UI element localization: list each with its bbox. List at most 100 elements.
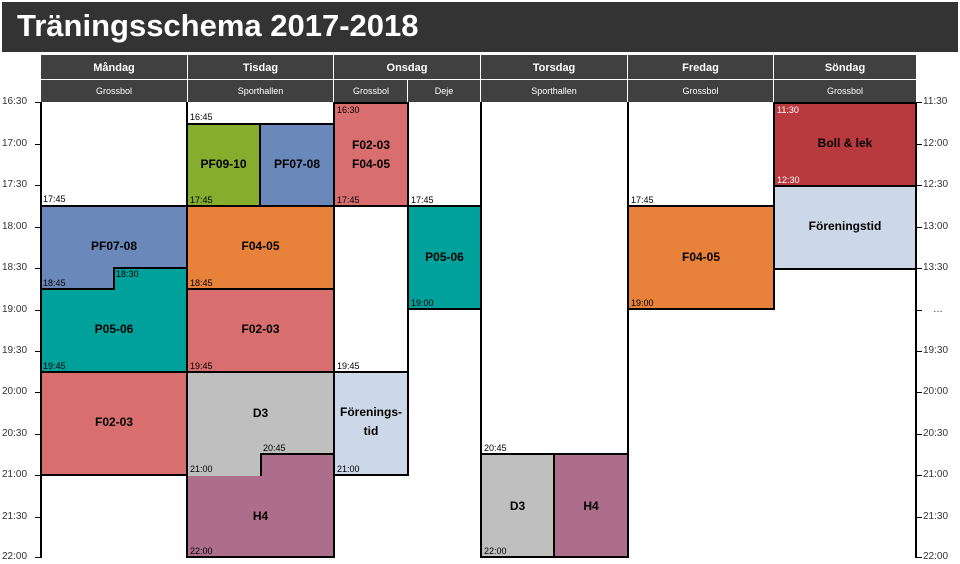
session-pf07-08-tuesday[interactable]: [259, 123, 335, 207]
right-tick: [917, 475, 922, 476]
column-divider: [627, 102, 629, 558]
day-name: Fredag: [682, 62, 719, 74]
time-stamp: 22:00: [190, 546, 213, 556]
column-divider: [480, 102, 482, 558]
session-boll-lek-sunday[interactable]: [773, 102, 917, 187]
header-monday: Måndag Grossbol: [41, 55, 187, 102]
time-label: 21:30: [2, 511, 28, 522]
left-tick: [35, 517, 40, 518]
time-stamp: 18:45: [190, 278, 213, 288]
day-name: Onsdag: [386, 62, 428, 74]
day-location: Grossbol: [826, 86, 863, 96]
header-tuesday: Tisdag Sporthallen: [188, 55, 333, 102]
session-label: PF09-10: [200, 157, 247, 171]
left-tick: [35, 392, 40, 393]
time-label: 20:30: [2, 428, 28, 439]
day-name: Söndag: [824, 62, 866, 74]
time-stamp: 21:00: [337, 464, 360, 474]
time-label: 21:00: [2, 469, 28, 480]
time-stamp: 19:45: [43, 361, 66, 371]
left-tick: [35, 185, 40, 186]
right-tick: [917, 310, 922, 311]
header-divider: [407, 80, 408, 102]
time-label: 19:30: [2, 345, 28, 356]
right-tick: [917, 227, 922, 228]
time-stamp: 20:45: [484, 443, 507, 453]
session-f02-03-tuesday[interactable]: [186, 288, 335, 373]
session-foreningstid-sunday[interactable]: [773, 185, 917, 270]
session-label: Föreningstid: [808, 219, 882, 233]
session-label: F04-05: [681, 250, 721, 264]
session-p05-06-wednesday[interactable]: [407, 205, 482, 310]
session-f04-05-friday[interactable]: [627, 205, 775, 310]
right-tick: [917, 351, 922, 352]
time-label: 22:00: [2, 551, 28, 562]
header-sunday: Söndag Grossbol: [774, 55, 916, 102]
session-foreningstid-wednesday[interactable]: [333, 371, 409, 476]
left-tick: [35, 102, 40, 103]
day-name: Måndag: [93, 62, 135, 74]
session-f02-03-monday[interactable]: [40, 371, 188, 476]
day-location-grossbol: Grossbol: [352, 86, 389, 96]
time-label: 18:30: [2, 262, 28, 273]
left-tick: [35, 310, 40, 311]
day-name: Tisdag: [242, 62, 279, 74]
left-tick: [35, 434, 40, 435]
time-stamp: 21:00: [190, 464, 213, 474]
time-label: 13:00: [923, 221, 949, 232]
day-location: Grossbol: [95, 86, 132, 96]
session-label: P05-06: [425, 250, 464, 264]
day-location: Sporthallen: [237, 86, 284, 96]
session-d3-thursday[interactable]: [480, 453, 555, 558]
right-tick: [917, 144, 922, 145]
title-bar: Träningsschema 2017-2018: [2, 2, 958, 52]
right-tick: [917, 185, 922, 186]
session-label: P05-06: [94, 322, 134, 336]
session-label: Förenings- tid: [340, 405, 402, 438]
right-tick: [917, 102, 922, 103]
time-label: 21:00: [923, 469, 949, 480]
time-label: 12:00: [923, 138, 949, 149]
time-stamp: 17:45: [43, 194, 66, 204]
left-tick: [35, 557, 40, 558]
session-label: F02-03 F04-05: [351, 138, 391, 171]
time-label: 17:30: [2, 179, 28, 190]
time-label: 11:30: [923, 96, 948, 107]
time-stamp: 11:30: [777, 105, 799, 115]
session-label: H4: [583, 499, 599, 513]
time-stamp: 22:00: [484, 546, 507, 556]
time-stamp: 17:45: [190, 195, 213, 205]
day-location: Sporthallen: [531, 86, 577, 96]
time-label: 20:00: [2, 386, 28, 397]
header-divider: [41, 79, 916, 80]
session-label: PF07-08: [273, 157, 321, 171]
time-label: 17:00: [2, 138, 28, 149]
time-label: 12:30: [923, 179, 949, 190]
time-label: 13:30: [923, 262, 949, 273]
time-stamp: 19:00: [411, 298, 434, 308]
time-label: …: [933, 304, 943, 315]
time-stamp: 18:30: [116, 269, 139, 279]
session-h4-tuesday-notch: [260, 453, 335, 476]
time-label: 20:30: [923, 428, 949, 439]
time-label: 19:00: [2, 304, 28, 315]
left-tick: [35, 227, 40, 228]
day-location: Grossbol: [682, 86, 719, 96]
session-label: F02-03: [94, 415, 134, 429]
right-axis-line: [915, 102, 917, 558]
time-stamp: 17:45: [631, 195, 654, 205]
time-stamp: 17:45: [411, 195, 434, 205]
session-p05-06-monday-notch: [113, 267, 188, 290]
time-stamp: 19:00: [631, 298, 654, 308]
session-label: PF07-08: [90, 239, 138, 253]
left-tick: [35, 475, 40, 476]
header-thursday: Torsdag Sporthallen: [481, 55, 627, 102]
time-stamp: 20:45: [263, 443, 286, 453]
session-h4-thursday[interactable]: [553, 453, 629, 558]
time-stamp: 16:45: [190, 112, 213, 122]
session-label: Boll & lek: [817, 136, 873, 150]
header-friday: Fredag Grossbol: [628, 55, 773, 102]
session-label: D3: [509, 499, 526, 513]
session-pf09-10-tuesday[interactable]: [186, 123, 261, 207]
session-f02-03-f04-05-wednesday[interactable]: [333, 102, 409, 207]
